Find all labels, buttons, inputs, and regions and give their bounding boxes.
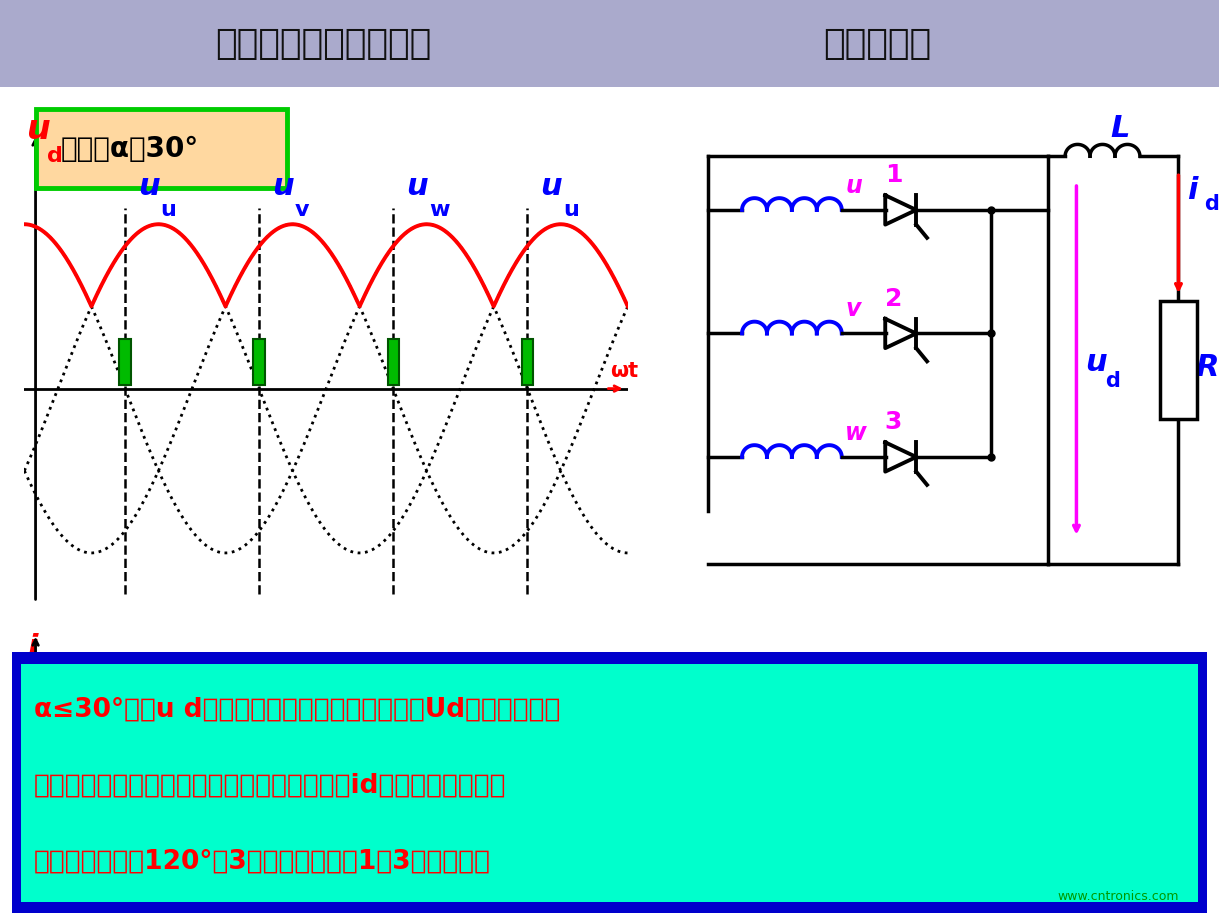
Text: 晶闸管导通角为120°，3个晶闸管各负担1／3的负载电流: 晶闸管导通角为120°，3个晶闸管各负担1／3的负载电流 — [34, 848, 491, 874]
Text: T1: T1 — [46, 655, 73, 674]
Bar — [388, 340, 399, 386]
Text: 3: 3 — [885, 410, 902, 434]
Text: v: v — [845, 297, 861, 321]
Text: 三相半波可控整流电路: 三相半波可控整流电路 — [215, 27, 432, 61]
Text: R: R — [1196, 353, 1219, 383]
Text: w: w — [845, 420, 867, 445]
Text: d: d — [46, 146, 62, 166]
Bar — [522, 340, 533, 386]
Text: u: u — [161, 200, 177, 220]
Text: ωt: ωt — [610, 361, 638, 381]
Text: i: i — [1187, 176, 1197, 206]
Text: u: u — [27, 113, 50, 146]
Bar — [119, 340, 130, 386]
Text: d: d — [1204, 194, 1219, 214]
Text: i: i — [27, 633, 37, 662]
Bar — [126, 700, 260, 782]
FancyBboxPatch shape — [35, 109, 286, 188]
Text: d: d — [357, 682, 372, 701]
Text: u: u — [1085, 348, 1107, 377]
Text: u: u — [273, 172, 294, 201]
Text: u: u — [541, 172, 562, 201]
Text: v: v — [295, 200, 310, 220]
Bar — [527, 700, 595, 782]
Text: d: d — [1104, 371, 1120, 391]
Text: L: L — [1111, 115, 1130, 143]
Text: 电感性负载: 电感性负载 — [824, 27, 931, 61]
Bar — [1160, 301, 1197, 420]
Text: u: u — [407, 172, 428, 201]
Text: I: I — [332, 670, 341, 697]
Text: 1: 1 — [885, 163, 902, 187]
Text: α≤30°时，u d波形与纯电阻性负载波形一样，Ud计算式和纯电: α≤30°时，u d波形与纯电阻性负载波形一样，Ud计算式和纯电 — [34, 697, 560, 722]
Text: w: w — [429, 200, 450, 220]
Bar — [254, 340, 265, 386]
Text: u: u — [139, 172, 160, 201]
Text: 2: 2 — [885, 286, 902, 310]
Text: 控制角α＝30°: 控制角α＝30° — [60, 136, 199, 163]
Text: www.cntronics.com: www.cntronics.com — [1058, 890, 1179, 903]
Text: 阻性负载一样；当电感足够大时，可近似认为id波形为平直波形，: 阻性负载一样；当电感足够大时，可近似认为id波形为平直波形， — [34, 772, 506, 799]
Text: u: u — [845, 174, 862, 197]
Text: u: u — [563, 200, 579, 220]
Text: ωt: ωt — [610, 758, 638, 778]
